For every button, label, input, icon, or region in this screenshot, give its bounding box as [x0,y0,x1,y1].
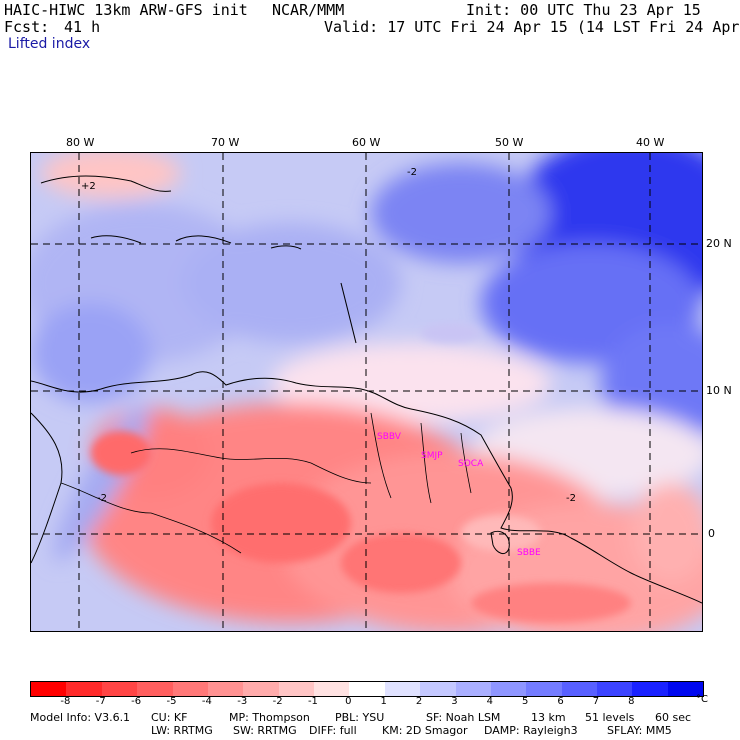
map-canvas: +2 -2 -2 -2 [31,153,702,631]
colorbar-swatch [137,682,173,696]
footer-sf: SF: Noah LSM [426,711,501,724]
footer-resolution: 13 km [531,711,566,724]
graticule [31,153,702,631]
lon-label-60w: 60 W [352,136,381,149]
footer-diff: DIFF: full [309,724,357,737]
init-time: Init: 00 UTC Thu 23 Apr 15 [466,1,701,19]
colorbar-tick-label: -6 [131,696,142,707]
colorbar-tick-label: -7 [95,696,106,707]
lon-label-70w: 70 W [211,136,240,149]
border-4 [460,432,472,494]
colorbar-swatch [420,682,456,696]
lon-label-80w: 80 W [66,136,95,149]
footer-mp: MP: Thompson [229,711,310,724]
colorbar-tick-label: -8 [60,696,71,707]
colorbar-swatch [243,682,279,696]
colorbar-swatch [384,682,421,696]
colorbar [30,681,704,697]
lifted-index-map: +2 -2 -2 -2 [30,152,703,632]
colorbar-tick-label: 6 [557,696,564,707]
puerto-rico-coast [270,245,302,250]
footer-sflay: SFLAY: MM5 [607,724,672,737]
colorbar-swatch [561,682,597,696]
station-label: SBBE [517,548,541,558]
organization: NCAR/MMM [272,1,345,19]
footer-timestep: 60 sec [655,711,692,724]
colorbar-swatch [207,682,244,696]
footer-km: KM: 2D Smagor [382,724,468,737]
field-title: Lifted index [8,36,91,52]
footer-damp: DAMP: Rayleigh3 [484,724,578,737]
forecast-label: Fcst: [4,18,50,36]
valid-time: Valid: 17 UTC Fri 24 Apr 15 (14 LST Fri … [324,18,740,36]
station-label: SMJP [421,451,443,461]
colorbar-tick-label: 5 [521,696,529,707]
colorbar-tick-label: 0 [345,696,352,707]
colorbar-swatch [667,682,704,696]
colorbar-swatch [66,682,102,696]
contour-label: -2 [407,167,417,178]
colorbar-swatch [526,682,562,696]
colorbar-swatch [597,682,633,696]
footer-lw: LW: RRTMG [151,724,213,737]
hispaniola-coast [175,235,232,244]
colorbar-tick-label: 1 [380,696,387,707]
lat-label-20n: 20 N [706,237,732,250]
lat-label-10n: 10 N [706,384,732,397]
colorbar-swatch [632,682,668,696]
colorbar-tick-label: 3 [451,696,458,707]
cuba-coast [40,175,172,192]
forecast-hour: 41 h [64,18,101,36]
coastlines [31,175,702,604]
model-title: HAIC-HIWC 13km ARW-GFS init [4,1,248,19]
colorbar-tick-label: 2 [415,696,423,707]
colorbar-tick-label: 4 [486,696,493,707]
border-2 [370,412,392,499]
marajo-island [490,530,510,555]
colorbar-tick-label: -5 [166,696,177,707]
colorbar-swatch [490,682,527,696]
colorbar-tick-label: 8 [628,696,635,707]
field-detail [91,323,631,623]
lon-label-40w: 40 W [636,136,665,149]
footer-pbl: PBL: YSU [335,711,385,724]
colorbar-swatch [172,682,208,696]
contour-label: +2 [81,181,96,192]
colorbar-unit: °C [696,694,708,705]
lesser-antilles [340,282,357,344]
station-label: SBBV [377,432,401,442]
country-borders [60,412,472,554]
colorbar-swatch [314,682,350,696]
colorbar-tick-label: -2 [272,696,283,707]
lat-label-0: 0 [708,527,715,540]
border-5 [60,482,242,554]
footer-model-info: Model Info: V3.6.1 [30,711,131,724]
colorbar-tick-label: 7 [592,696,600,707]
border-3 [420,422,432,504]
colorbar-tick-label: -1 [307,696,318,707]
colorbar-swatch [349,682,385,696]
contour-label: -2 [566,493,576,504]
colorbar-swatch [278,682,314,696]
footer-sw: SW: RRTMG [233,724,297,737]
south-america-coast [31,371,702,604]
jamaica-coast [90,235,142,244]
colorbar-swatch [455,682,491,696]
colorbar-tick-label: -3 [237,696,248,707]
colorbar-swatch [31,682,67,696]
colorbar-tick-label: -4 [201,696,212,707]
colorbar-swatch [101,682,138,696]
border-1 [130,448,372,484]
contour-label: -2 [97,493,107,504]
footer-levels: 51 levels [585,711,635,724]
station-label: SOCA [458,459,484,469]
footer-cu: CU: KF [151,711,188,724]
lon-label-50w: 50 W [495,136,524,149]
